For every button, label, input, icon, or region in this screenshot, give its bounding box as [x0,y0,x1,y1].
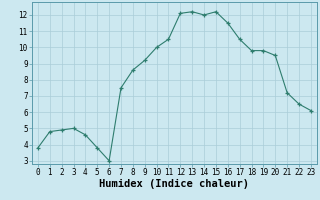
X-axis label: Humidex (Indice chaleur): Humidex (Indice chaleur) [100,179,249,189]
